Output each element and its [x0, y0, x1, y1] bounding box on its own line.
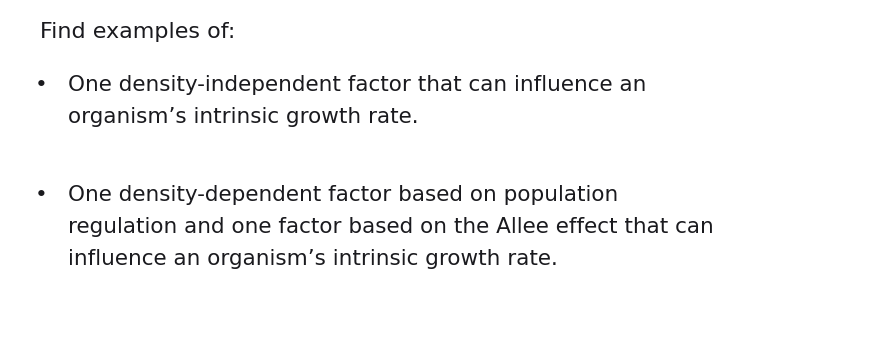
Text: organism’s intrinsic growth rate.: organism’s intrinsic growth rate.	[68, 107, 419, 127]
Text: One density-independent factor that can influence an: One density-independent factor that can …	[68, 75, 646, 95]
Text: regulation and one factor based on the Allee effect that can: regulation and one factor based on the A…	[68, 217, 714, 237]
Text: One density-dependent factor based on population: One density-dependent factor based on po…	[68, 185, 618, 205]
Text: influence an organism’s intrinsic growth rate.: influence an organism’s intrinsic growth…	[68, 249, 558, 269]
Text: •: •	[35, 185, 48, 205]
Text: Find examples of:: Find examples of:	[40, 22, 236, 42]
Text: •: •	[35, 75, 48, 95]
